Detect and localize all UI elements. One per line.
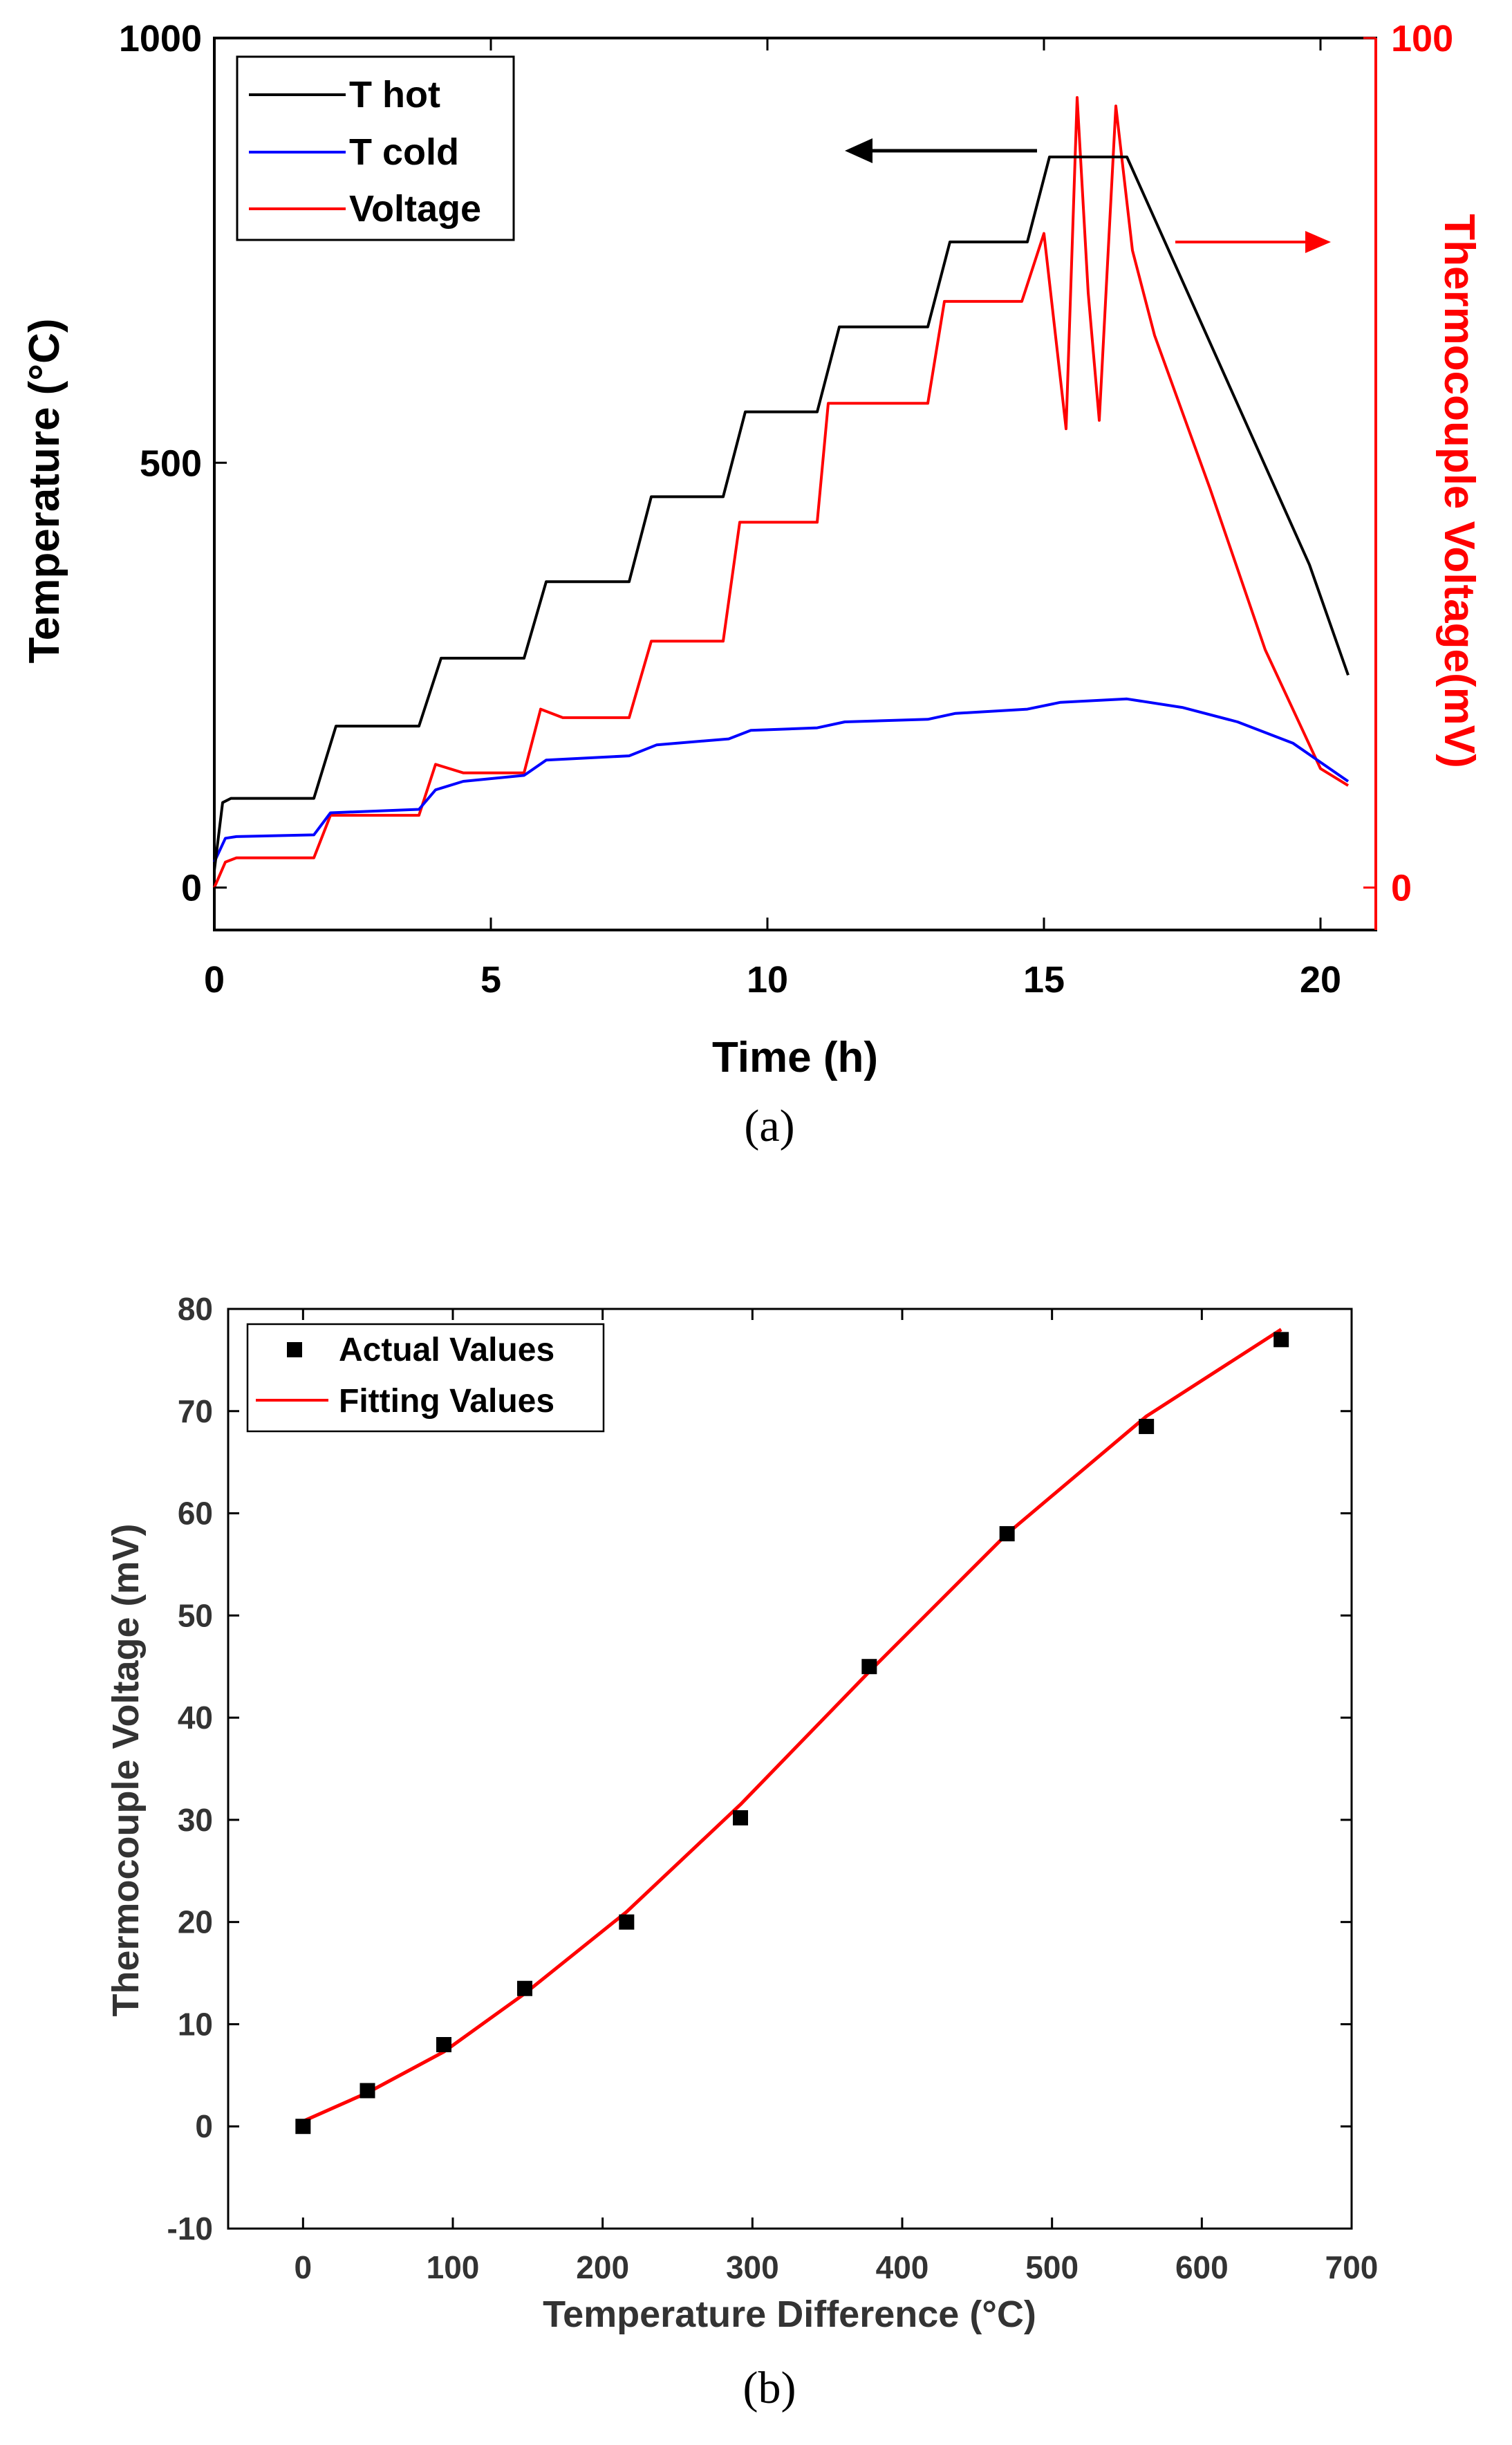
data-point-actual (295, 2119, 311, 2135)
data-point-actual (360, 2083, 375, 2099)
x-tick-label: 5 (480, 959, 501, 1001)
data-point-actual (733, 1810, 748, 1825)
x-axis-label-b: Temperature Difference (°C) (543, 2294, 1036, 2335)
x-axis-label-a: Time (h) (712, 1034, 878, 1081)
x-tick-label: 100 (427, 2249, 480, 2285)
arrow-right-axis (1175, 231, 1331, 253)
series-line-t-hot (213, 156, 1350, 871)
legend-label-actual: Actual Values (339, 1332, 554, 1368)
x-tick-label: 700 (1325, 2249, 1379, 2285)
x-tick-label: 15 (1023, 959, 1065, 1001)
x-tick-label: 10 (747, 959, 788, 1001)
y-tick-label: 20 (178, 1904, 213, 1940)
y-tick-label: 40 (178, 1700, 213, 1736)
series-line-t-cold (213, 697, 1350, 863)
right-y-ticks-a: 0 100 (1363, 18, 1453, 930)
data-point-actual (619, 1914, 635, 1930)
x-tick-label: 0 (295, 2249, 312, 2285)
series-group-b (295, 1328, 1289, 2135)
y-ticks-b: -10 0 10 20 30 40 50 60 70 80 (167, 1291, 1352, 2247)
caption-a: (a) (744, 1101, 794, 1151)
y-tick-label: 0 (195, 2108, 213, 2144)
y-tick-label: 80 (178, 1291, 213, 1327)
legend-a: T hot T cold Voltage (236, 55, 515, 241)
data-point-actual (1273, 1332, 1289, 1348)
plot-area-b (227, 1308, 1353, 2230)
data-point-actual (861, 1659, 877, 1675)
caption-b: (b) (743, 2363, 796, 2413)
series-line-fitting-values (302, 1328, 1282, 2123)
panel-a: 0 5 10 15 20 0 500 1000 0 100 T hot T cold Volt… (21, 18, 1483, 1151)
y-tick-label: 60 (178, 1496, 213, 1532)
left-y-tick-label: 1000 (119, 18, 202, 59)
right-y-tick-label: 100 (1391, 18, 1453, 59)
y-tick-label: 70 (178, 1393, 213, 1429)
y-axis-label-b: Thermocouple Voltage (mV) (105, 1523, 147, 2016)
x-tick-label: 200 (576, 2249, 629, 2285)
legend-label-t-cold: T cold (349, 131, 459, 173)
y-tick-label: 50 (178, 1597, 213, 1633)
legend-label-t-hot: T hot (349, 74, 440, 115)
x-ticks-a: 0 5 10 15 20 (204, 38, 1341, 1001)
left-y-ticks-a: 0 500 1000 (119, 18, 227, 909)
x-ticks-b: 0 100 200 300 400 500 600 700 (295, 1309, 1379, 2285)
data-point-actual (517, 1980, 532, 1996)
panel-b: 0 100 200 300 400 500 600 700 -10 0 10 20 30 40 50 60 7… (105, 1291, 1378, 2413)
right-y-tick-label: 0 (1391, 868, 1412, 909)
x-tick-label: 600 (1175, 2249, 1229, 2285)
legend-label-fitting: Fitting Values (339, 1383, 554, 1420)
left-y-tick-label: 500 (140, 443, 202, 484)
y-tick-label: 10 (178, 2006, 213, 2042)
x-tick-label: 500 (1025, 2249, 1079, 2285)
arrow-left-axis (845, 138, 1037, 163)
data-point-actual (1139, 1418, 1155, 1434)
left-y-tick-label: 0 (181, 868, 202, 909)
right-y-axis-label-a: Thermocouple Voltage(mV) (1435, 214, 1483, 768)
series-group-a (213, 96, 1350, 889)
x-tick-label: 0 (204, 959, 225, 1001)
y-tick-label: 30 (178, 1802, 213, 1838)
legend-b: Actual Values Fitting Values (246, 1323, 605, 1433)
x-tick-label: 300 (726, 2249, 779, 2285)
data-point-actual (436, 2037, 451, 2052)
data-point-actual (999, 1526, 1015, 1542)
left-y-axis-label-a: Temperature (°C) (21, 318, 68, 663)
y-tick-label: -10 (167, 2211, 213, 2247)
legend-label-voltage: Voltage (349, 188, 481, 230)
x-tick-label: 400 (876, 2249, 929, 2285)
x-tick-label: 20 (1300, 959, 1341, 1001)
